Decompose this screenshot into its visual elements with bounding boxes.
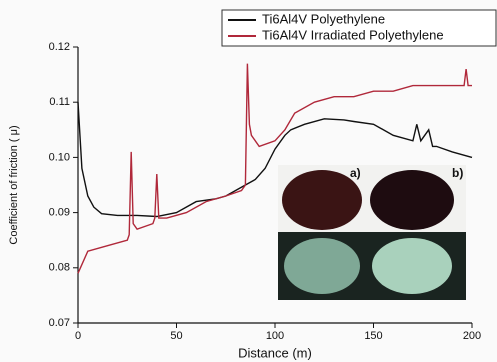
y-tick-label: 0.12 xyxy=(49,41,70,53)
y-tick-label: 0.07 xyxy=(49,317,70,329)
x-tick-label: 200 xyxy=(463,330,481,342)
sample-disc xyxy=(282,170,362,230)
glow-disc xyxy=(284,238,360,294)
y-tick-label: 0.08 xyxy=(49,262,70,274)
x-axis-title: Distance (m) xyxy=(238,345,312,360)
glow-disc xyxy=(372,238,452,294)
series-line xyxy=(77,63,472,274)
x-tick-label: 100 xyxy=(266,330,284,342)
y-tick-label: 0.09 xyxy=(49,207,70,219)
inset-photo: a) b) xyxy=(278,165,466,300)
inset-label: a) xyxy=(350,166,361,180)
legend xyxy=(221,9,497,47)
series-line xyxy=(77,102,473,218)
y-tick-label: 0.10 xyxy=(49,151,70,163)
x-tick-label: 50 xyxy=(170,330,182,342)
x-tick-label: 150 xyxy=(364,330,382,342)
inset-label: b) xyxy=(452,166,463,180)
sample-disc xyxy=(370,170,454,230)
legend-label: Ti6Al4V Polyethylene xyxy=(262,11,385,26)
legend-label: Ti6Al4V Irradiated Polyethylene xyxy=(262,27,444,42)
y-axis-title: Coefficient of friction ( μ) xyxy=(8,125,20,244)
x-tick-label: 0 xyxy=(75,330,81,342)
y-tick-label: 0.11 xyxy=(49,96,70,108)
